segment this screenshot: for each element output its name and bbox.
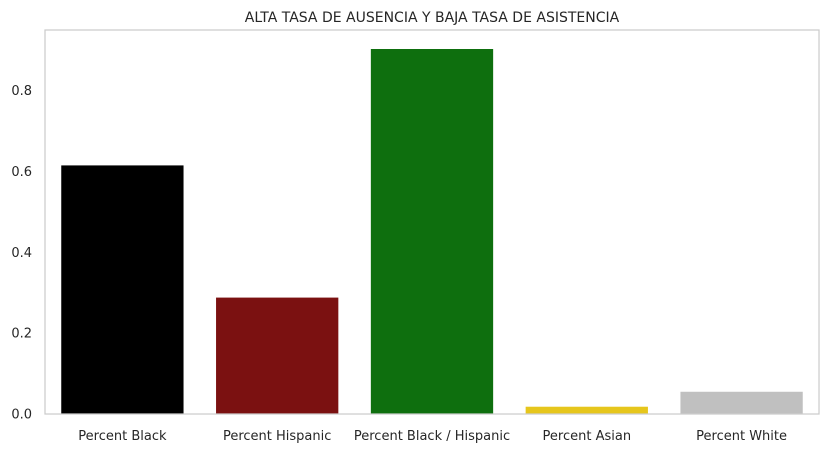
bar-4: [680, 391, 803, 414]
y-tick-label: 0.4: [11, 246, 32, 261]
bar-1: [216, 297, 339, 414]
bar-2: [370, 49, 494, 414]
y-tick-labels: 0.0 0.2 0.4 0.6 0.8: [11, 84, 32, 422]
y-tick-label: 0.0: [11, 408, 32, 423]
y-tick-label: 0.2: [11, 327, 32, 342]
x-tick-label: Percent Asian: [543, 429, 632, 444]
y-tick-label: 0.6: [11, 165, 32, 180]
plot-frame: [44, 29, 820, 415]
x-tick-label: Percent Black / Hispanic: [354, 429, 510, 444]
chart-title: ALTA TASA DE AUSENCIA Y BAJA TASA DE ASI…: [245, 10, 620, 26]
x-tick-label: Percent Hispanic: [223, 429, 331, 444]
x-tick-labels: Percent Black Percent Hispanic Percent Bla…: [78, 429, 787, 444]
y-tick-label: 0.8: [11, 84, 32, 99]
x-tick-label: Percent Black: [78, 429, 167, 444]
x-tick-label: Percent White: [696, 429, 787, 444]
bars-group: [61, 49, 803, 414]
bar-0: [61, 165, 184, 414]
bar-3: [525, 406, 648, 414]
